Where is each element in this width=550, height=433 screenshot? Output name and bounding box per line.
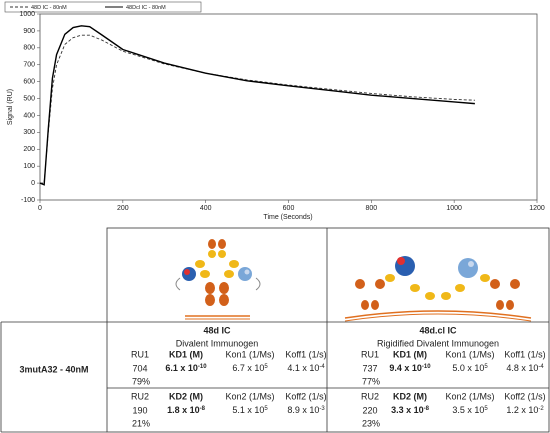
table-header: RU2 (361, 391, 379, 401)
table-header: Kon2 (1/Ms) (445, 391, 494, 401)
mantissa: 4.1 x 10 (287, 363, 319, 373)
table-cell: 704 (132, 363, 147, 373)
exponent: -4 (538, 364, 544, 370)
plot-frame (39, 13, 538, 201)
table-header: Koff1 (1/s) (285, 349, 326, 359)
table-cell: 4.8 x 10-4 (506, 363, 544, 373)
y-tick-label: 300 (23, 129, 35, 136)
x-tick-label: 400 (200, 205, 212, 212)
table-cell: 8.9 x 10-3 (287, 405, 325, 415)
table-header: KD2 (M) (169, 391, 203, 401)
legend-box (4, 1, 202, 13)
x-tick-label: 200 (117, 205, 129, 212)
exponent: 5 (484, 406, 488, 412)
y-tick-label: 500 (23, 95, 35, 102)
table-cell: 737 (362, 363, 377, 373)
mantissa: 8.9 x 10 (287, 405, 319, 415)
y-tick-label: 1000 (19, 11, 35, 18)
table-header: Koff2 (1/s) (285, 391, 326, 401)
table-header: KD1 (M) (169, 349, 203, 359)
column-title: 48d IC (203, 325, 231, 335)
x-tick-label: 1000 (446, 205, 462, 212)
divalent-immunogen-diagram (175, 239, 261, 320)
table-cell: 9.4 x 10-10 (389, 363, 431, 373)
x-tick-label: 600 (283, 205, 295, 212)
table-header: RU2 (131, 391, 149, 401)
series-line (39, 25, 475, 186)
table-header: Kon2 (1/Ms) (225, 391, 274, 401)
series-line (40, 34, 475, 184)
exponent: 5 (484, 364, 488, 370)
table-cell: 6.7 x 105 (232, 363, 268, 373)
y-tick-label: 100 (23, 163, 35, 170)
mantissa: 4.8 x 10 (506, 363, 538, 373)
exponent: -3 (319, 406, 325, 412)
table-frame (0, 227, 550, 433)
rigidified-immunogen-diagram (344, 256, 532, 322)
y-tick-label: 700 (23, 62, 35, 69)
column-subtitle: Divalent Immunogen (176, 338, 259, 348)
x-tick-label: 800 (365, 205, 377, 212)
mantissa: 6.1 x 10 (165, 363, 198, 373)
x-axis-label: Time (Seconds) (263, 214, 312, 221)
mantissa: 5.0 x 10 (452, 363, 484, 373)
table-cell: 1.8 x 10-8 (167, 405, 206, 415)
y-tick-label: 0 (31, 180, 35, 187)
percent: 77% (362, 376, 380, 386)
percent: 21% (132, 418, 150, 428)
y-tick-label: 200 (23, 146, 35, 153)
table-cell: 1.2 x 10-2 (506, 405, 544, 415)
column-subtitle: Rigidified Divalent Immunogen (377, 338, 499, 348)
exponent: -8 (424, 406, 430, 412)
table-header: Koff2 (1/s) (504, 391, 545, 401)
column-title: 48d.cl IC (419, 325, 457, 335)
mantissa: 1.8 x 10 (167, 405, 200, 415)
table-cell: 3.3 x 10-8 (391, 405, 430, 415)
row-label: 3mutA32 - 40nM (19, 364, 88, 374)
table-cell: 220 (362, 405, 377, 415)
table-header: Koff1 (1/s) (504, 349, 545, 359)
exponent: -10 (198, 364, 207, 370)
legend-label: 48Dcl IC - 80nM (126, 5, 166, 11)
exponent: -4 (319, 364, 325, 370)
legend-label: 48D IC - 80nM (31, 5, 67, 11)
table-header: KD1 (M) (393, 349, 427, 359)
table-cell: 4.1 x 10-4 (287, 363, 325, 373)
table-cell: 5.0 x 105 (452, 363, 488, 373)
table-cell: 190 (132, 405, 147, 415)
percent: 79% (132, 376, 150, 386)
exponent: -8 (200, 406, 206, 412)
mantissa: 6.7 x 10 (232, 363, 264, 373)
table-header: Kon1 (1/Ms) (445, 349, 494, 359)
y-tick-label: -100 (21, 197, 35, 204)
table-cell: 3.5 x 105 (452, 405, 488, 415)
table-cell: 5.1 x 105 (232, 405, 268, 415)
mantissa: 9.4 x 10 (389, 363, 422, 373)
mantissa: 1.2 x 10 (506, 405, 538, 415)
y-axis-label: Signal (RU) (7, 89, 14, 125)
x-tick-label: 1200 (529, 205, 545, 212)
table-header: RU1 (361, 349, 379, 359)
y-tick-label: 900 (23, 28, 35, 35)
table-cell: 6.1 x 10-10 (165, 363, 207, 373)
mantissa: 3.5 x 10 (452, 405, 484, 415)
percent: 23% (362, 418, 380, 428)
table-header: KD2 (M) (393, 391, 427, 401)
exponent: -2 (538, 406, 544, 412)
mantissa: 5.1 x 10 (232, 405, 264, 415)
mantissa: 3.3 x 10 (391, 405, 424, 415)
table-header: RU1 (131, 349, 149, 359)
y-tick-label: 600 (23, 78, 35, 85)
table-header: Kon1 (1/Ms) (225, 349, 274, 359)
exponent: 5 (264, 406, 268, 412)
x-tick-label: 0 (38, 205, 42, 212)
exponent: 5 (264, 364, 268, 370)
y-tick-label: 400 (23, 112, 35, 119)
y-tick-label: 800 (23, 45, 35, 52)
exponent: -10 (422, 364, 431, 370)
